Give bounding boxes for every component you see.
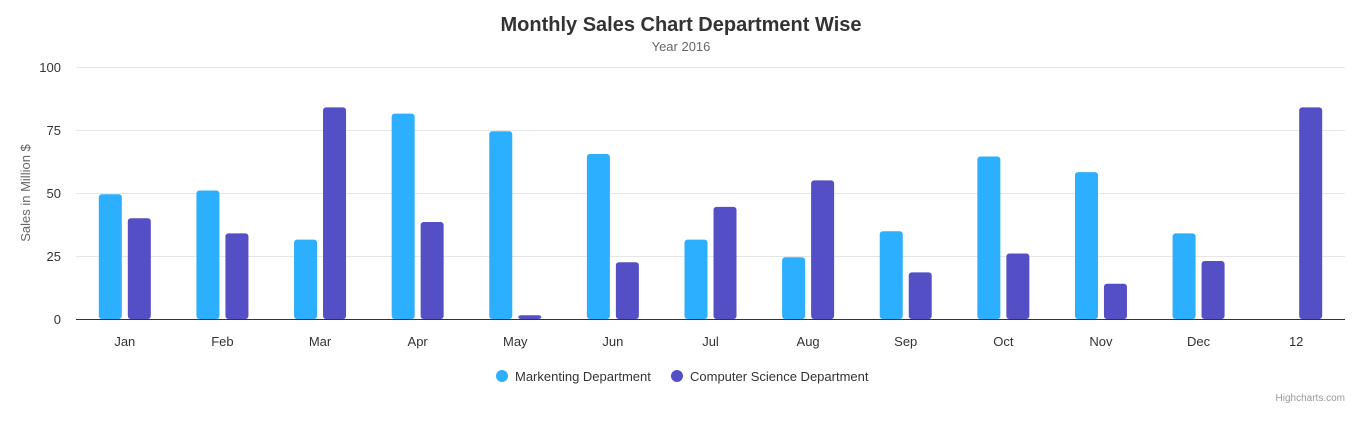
bar-marketing-5[interactable] xyxy=(586,153,610,319)
bar-computer-science-12[interactable] xyxy=(1299,107,1323,319)
x-tick-label: 12 xyxy=(1289,334,1303,349)
x-tick-label: Oct xyxy=(993,334,1014,349)
x-tick-label: Nov xyxy=(1089,334,1113,349)
legend-item-marketing[interactable]: Markenting Department xyxy=(496,369,651,384)
x-tick-label: Aug xyxy=(797,334,820,349)
bar-marketing-9[interactable] xyxy=(977,156,1001,319)
legend-marker-icon xyxy=(496,370,508,382)
y-tick-label: 0 xyxy=(54,312,61,327)
bar-computer-science-4[interactable] xyxy=(518,315,542,319)
legend-item-computer-science[interactable]: Computer Science Department xyxy=(671,369,869,384)
bar-marketing-2[interactable] xyxy=(294,239,318,319)
x-tick-label: Feb xyxy=(211,334,233,349)
bar-computer-science-7[interactable] xyxy=(811,180,835,319)
y-tick-label: 50 xyxy=(47,186,61,201)
bar-marketing-8[interactable] xyxy=(879,231,903,319)
bar-computer-science-8[interactable] xyxy=(908,272,932,319)
bar-computer-science-1[interactable] xyxy=(225,233,249,319)
x-tick-label: Apr xyxy=(408,334,429,349)
bar-computer-science-9[interactable] xyxy=(1006,253,1030,319)
legend: Markenting Department Computer Science De… xyxy=(496,369,869,384)
x-tick-label: Jan xyxy=(114,334,135,349)
y-axis-ticks: 0 25 50 75 100 xyxy=(39,60,61,327)
bar-computer-science-0[interactable] xyxy=(127,218,151,319)
bar-marketing-7[interactable] xyxy=(782,257,806,319)
y-tick-label: 75 xyxy=(47,123,61,138)
bar-computer-science-2[interactable] xyxy=(323,107,347,319)
bar-computer-science-11[interactable] xyxy=(1201,261,1225,319)
bar-computer-science-5[interactable] xyxy=(615,262,639,319)
gridlines xyxy=(76,67,1345,257)
bars xyxy=(98,107,1323,320)
x-tick-label: Mar xyxy=(309,334,332,349)
legend-label: Markenting Department xyxy=(515,369,651,384)
bar-marketing-11[interactable] xyxy=(1172,233,1196,319)
x-axis-ticks: Jan Feb Mar Apr May Jun Jul Aug Sep Oct Nov Dec 12 xyxy=(114,334,1303,349)
x-tick-label: Jul xyxy=(702,334,719,349)
legend-label: Computer Science Department xyxy=(690,369,869,384)
bar-computer-science-3[interactable] xyxy=(420,221,444,319)
legend-marker-icon xyxy=(671,370,683,382)
y-tick-label: 25 xyxy=(47,249,61,264)
credits-link[interactable]: Highcharts.com xyxy=(1276,393,1345,404)
x-tick-label: May xyxy=(503,334,528,349)
x-tick-label: Dec xyxy=(1187,334,1211,349)
bar-marketing-6[interactable] xyxy=(684,239,708,319)
bar-marketing-1[interactable] xyxy=(196,190,220,319)
chart-subtitle: Year 2016 xyxy=(652,39,711,54)
bar-marketing-10[interactable] xyxy=(1074,172,1098,319)
y-tick-label: 100 xyxy=(39,60,61,75)
y-axis-title: Sales in Million $ xyxy=(18,143,33,241)
bar-computer-science-6[interactable] xyxy=(713,206,737,319)
bar-marketing-3[interactable] xyxy=(391,113,415,320)
bar-marketing-0[interactable] xyxy=(98,194,122,319)
x-tick-label: Jun xyxy=(602,334,623,349)
bar-marketing-4[interactable] xyxy=(489,131,513,319)
bar-computer-science-10[interactable] xyxy=(1103,283,1127,319)
chart-title: Monthly Sales Chart Department Wise xyxy=(500,14,861,36)
x-tick-label: Sep xyxy=(894,334,917,349)
